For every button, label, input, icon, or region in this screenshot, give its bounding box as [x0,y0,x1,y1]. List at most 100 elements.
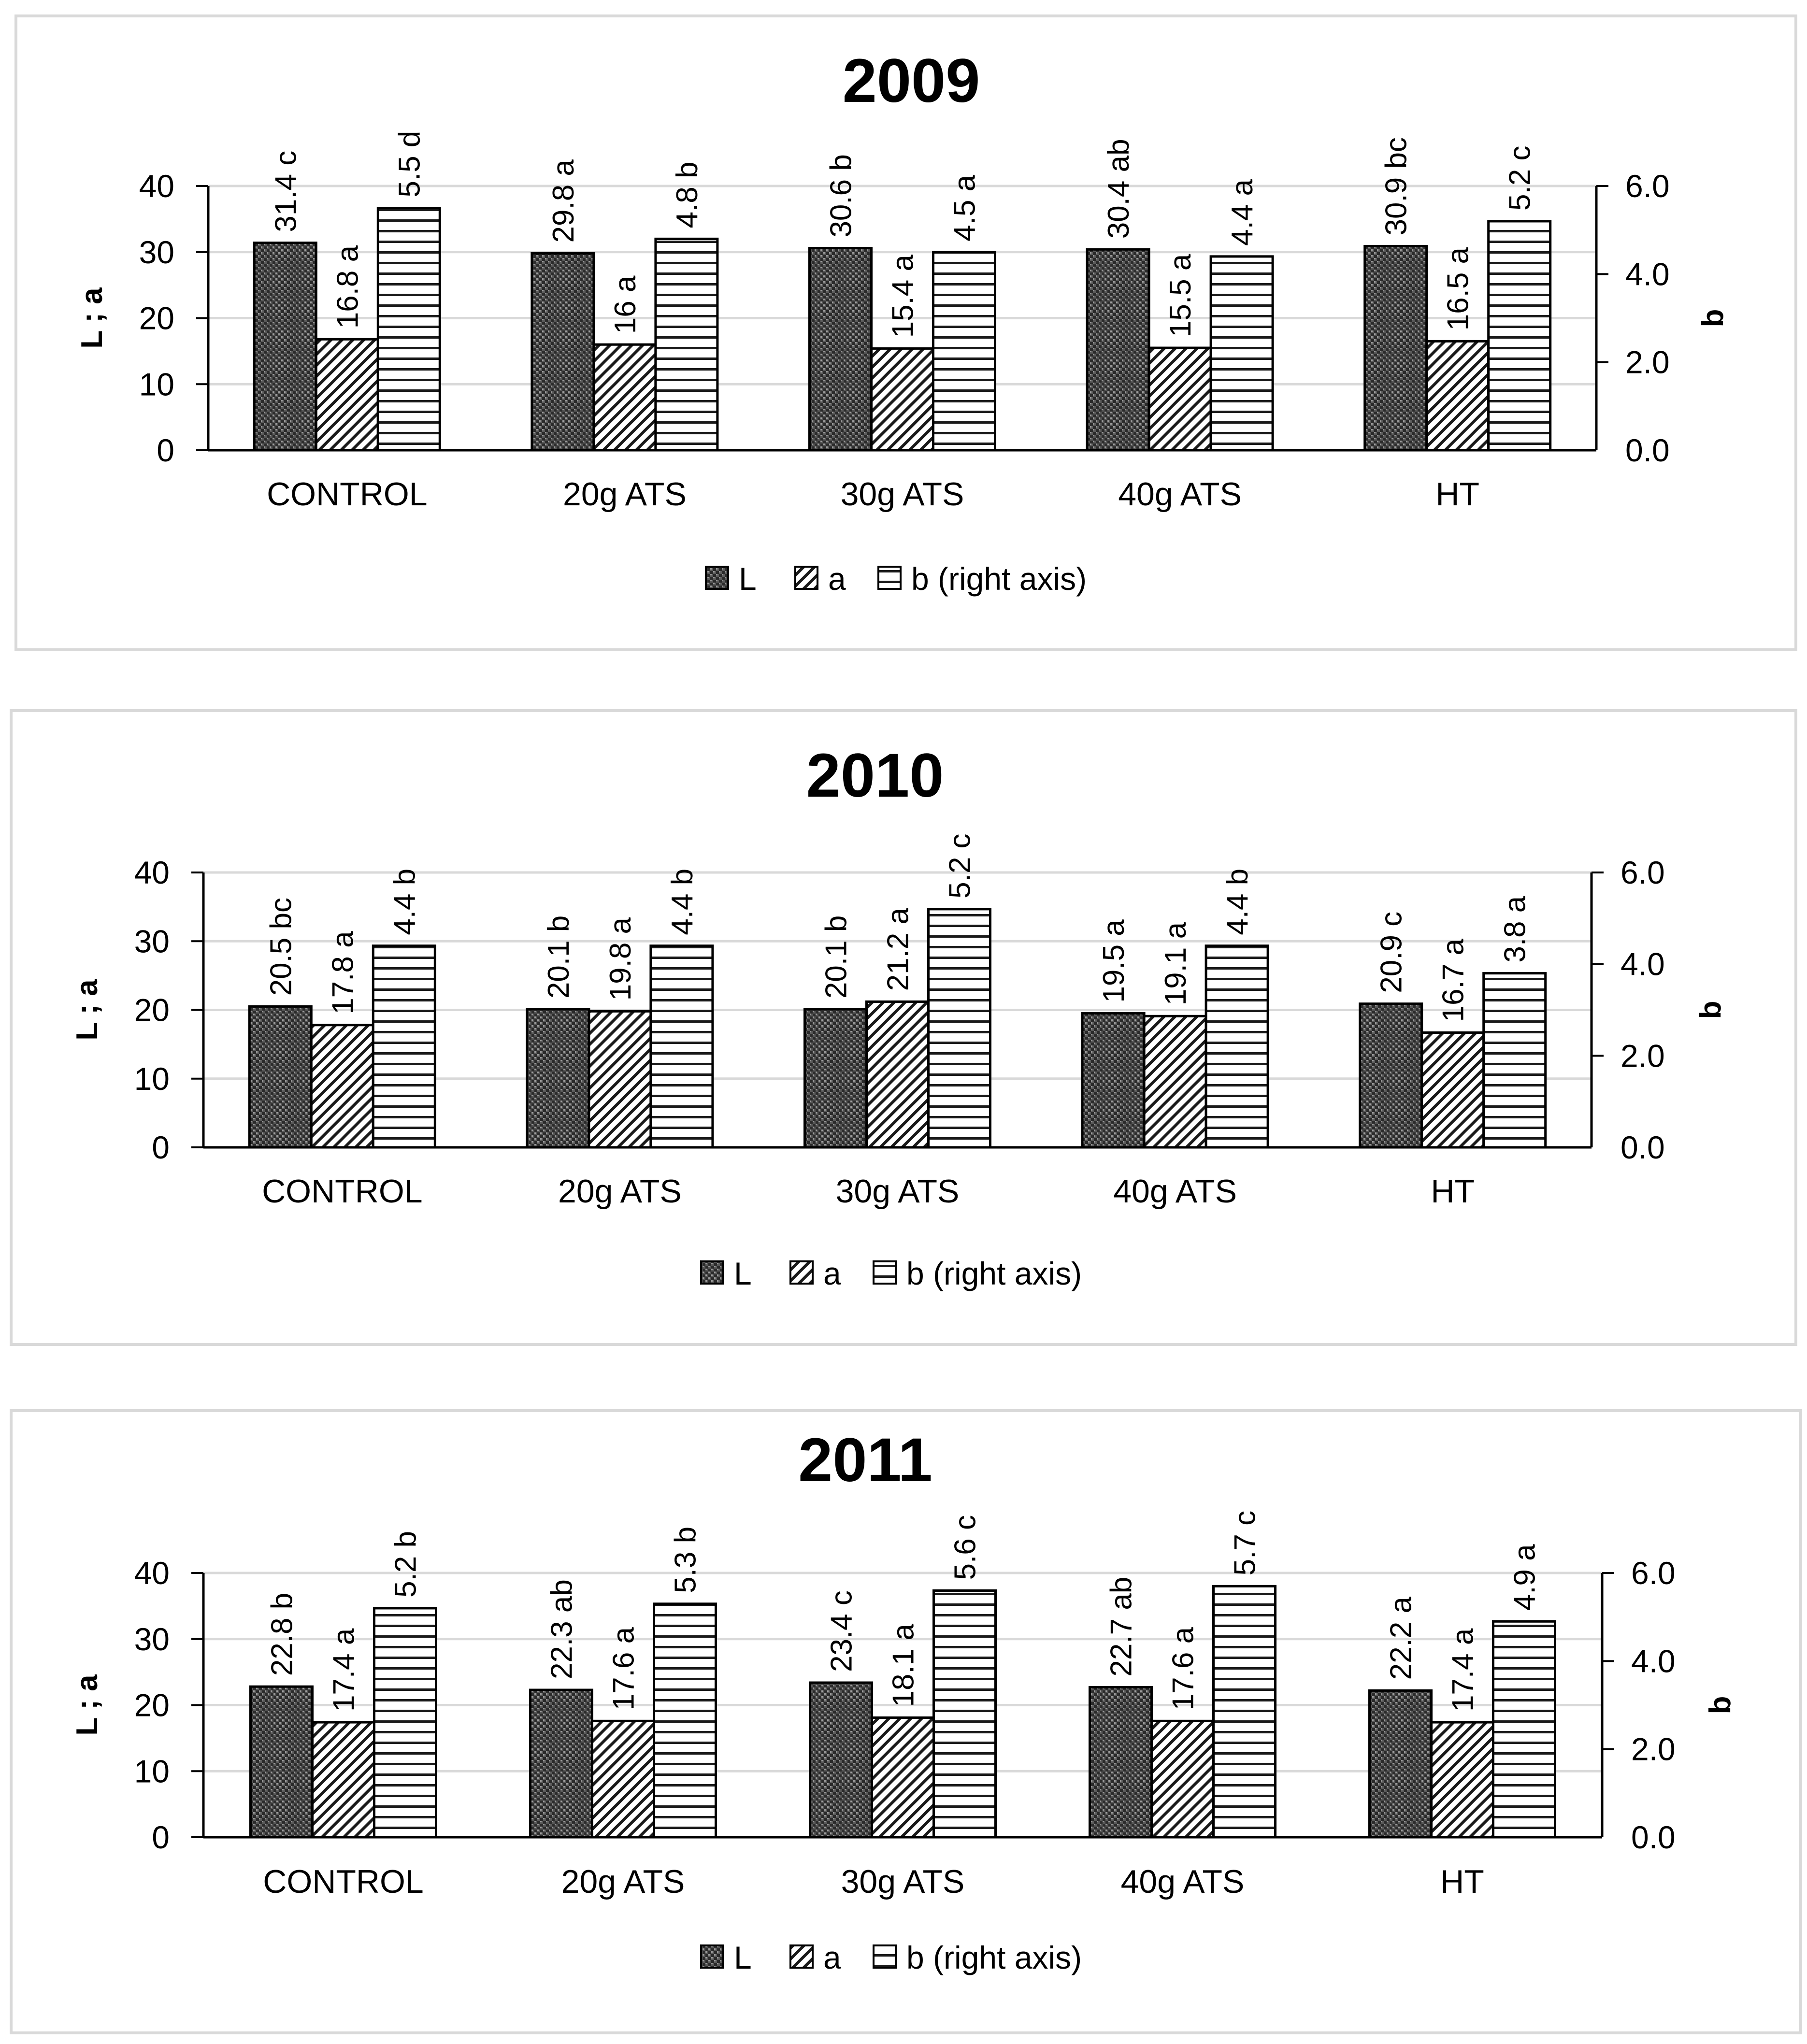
legend-swatch [794,566,818,590]
data-label: 18.1 a [887,1624,920,1707]
bar-b [1205,944,1269,1149]
legend-label: L [734,1940,752,1975]
bar-b [932,251,996,452]
data-label: 5.7 c [1229,1511,1262,1575]
bar-L [526,1008,590,1149]
data-label: 16 a [609,275,642,334]
data-label: 20.9 c [1375,912,1408,993]
bar-a [1430,1721,1494,1839]
legend-label: b (right axis) [906,1940,1082,1975]
x-category-label: HT [1440,1863,1484,1900]
data-label: 20.1 b [542,915,575,999]
bar-b [654,237,719,452]
chart-title: 2011 [798,1426,932,1495]
data-label: 23.4 c [825,1590,859,1672]
legend-label: a [823,1256,841,1291]
y-tick-label: 10 [139,366,174,402]
data-label: 17.6 a [607,1627,641,1710]
legend-swatch [700,1260,724,1285]
y-tick-label: 30 [134,1621,170,1657]
legend-swatch [789,1944,814,1969]
bar-a [315,338,379,452]
data-label: 30.9 bc [1380,137,1413,235]
bar-L [1086,248,1150,452]
bar-a [871,1716,935,1839]
y2-axis-title: b [1696,309,1730,328]
y-tick-label: 40 [134,855,170,890]
legend-label: a [823,1940,841,1975]
bar-L [529,1688,593,1839]
chart-panel-2010: 0 10 20 30 40 0.0 2.0 4.0 6.0 20.5 bc 17.8 a 4.4 b C… [10,709,1797,1346]
y-tick-label: 30 [134,923,170,959]
bar-b [932,1589,997,1839]
data-label: 30.6 b [825,154,858,237]
x-category-label: 30g ATS [841,1863,965,1900]
data-label: 16.7 a [1437,939,1470,1022]
y2-tick-label: 0.0 [1631,1819,1676,1855]
y-tick-label: 0 [152,1129,170,1165]
legend-swatch [877,566,902,590]
data-label: 4.4 b [666,869,699,935]
bar-b [1212,1585,1276,1839]
bar-b [373,1607,437,1839]
bar-a [865,1000,930,1149]
data-label: 5.3 b [669,1527,703,1593]
x-category-label: 30g ATS [841,476,964,513]
chart-title: 2010 [806,741,944,810]
data-label: 4.4 a [1226,179,1259,245]
bar-L [803,1008,868,1149]
x-category-label: HT [1431,1173,1475,1210]
chart-panel-2009: 0 10 20 30 40 0.0 2.0 4.0 6.0 31.4 c 16.8 a 5.5 d CO… [14,14,1797,651]
data-label: 16.5 a [1442,247,1475,330]
y2-tick-label: 2.0 [1621,1038,1665,1073]
bar-a [1420,1031,1485,1149]
y-tick-label: 40 [139,168,174,204]
bar-a [310,1024,374,1149]
bar-b [1492,1620,1556,1839]
x-category-label: 20g ATS [558,1173,682,1210]
bar-b [1482,972,1547,1149]
bar-a [591,1719,655,1839]
y2-tick-label: 4.0 [1625,256,1670,292]
data-label: 20.5 bc [264,898,298,996]
y-tick-label: 0 [152,1819,170,1855]
x-category-label: 40g ATS [1118,476,1242,513]
bar-b [649,944,714,1149]
data-label: 4.8 b [671,161,704,228]
legend-label: b (right axis) [911,561,1087,597]
legend-swatch [700,1944,724,1969]
bar-a [1150,1719,1215,1839]
data-label: 4.5 a [948,174,982,241]
data-label: 17.6 a [1167,1627,1200,1710]
bar-L [1359,1002,1423,1149]
bar-b [927,908,991,1149]
y2-axis-title: b [1694,1001,1727,1019]
legend-swatch [873,1260,897,1285]
data-label: 4.9 a [1508,1544,1542,1611]
bar-a [592,343,657,452]
y2-tick-label: 4.0 [1631,1643,1676,1679]
data-label: 5.2 b [389,1531,423,1598]
y2-tick-label: 4.0 [1621,946,1665,982]
data-label: 22.7 ab [1105,1577,1138,1677]
data-label: 30.4 ab [1102,139,1135,239]
x-category-label: HT [1435,476,1479,513]
data-label: 17.4 a [1447,1628,1480,1712]
x-category-label: 20g ATS [561,1863,685,1900]
y-tick-label: 20 [139,300,174,336]
bar-a [1143,1015,1207,1149]
y2-tick-label: 2.0 [1631,1731,1676,1767]
bar-b [1487,220,1552,452]
bar-L [249,1685,314,1839]
y-tick-label: 0 [157,432,174,468]
bar-L [253,242,317,452]
data-label: 19.8 a [604,917,637,1001]
data-label: 17.4 a [328,1628,361,1712]
data-label: 15.5 a [1164,254,1197,337]
legend-label: L [739,561,757,597]
data-label: 21.2 a [882,908,915,991]
data-label: 31.4 c [269,151,302,232]
data-label: 29.8 a [547,159,580,243]
y-tick-label: 10 [134,1753,170,1789]
